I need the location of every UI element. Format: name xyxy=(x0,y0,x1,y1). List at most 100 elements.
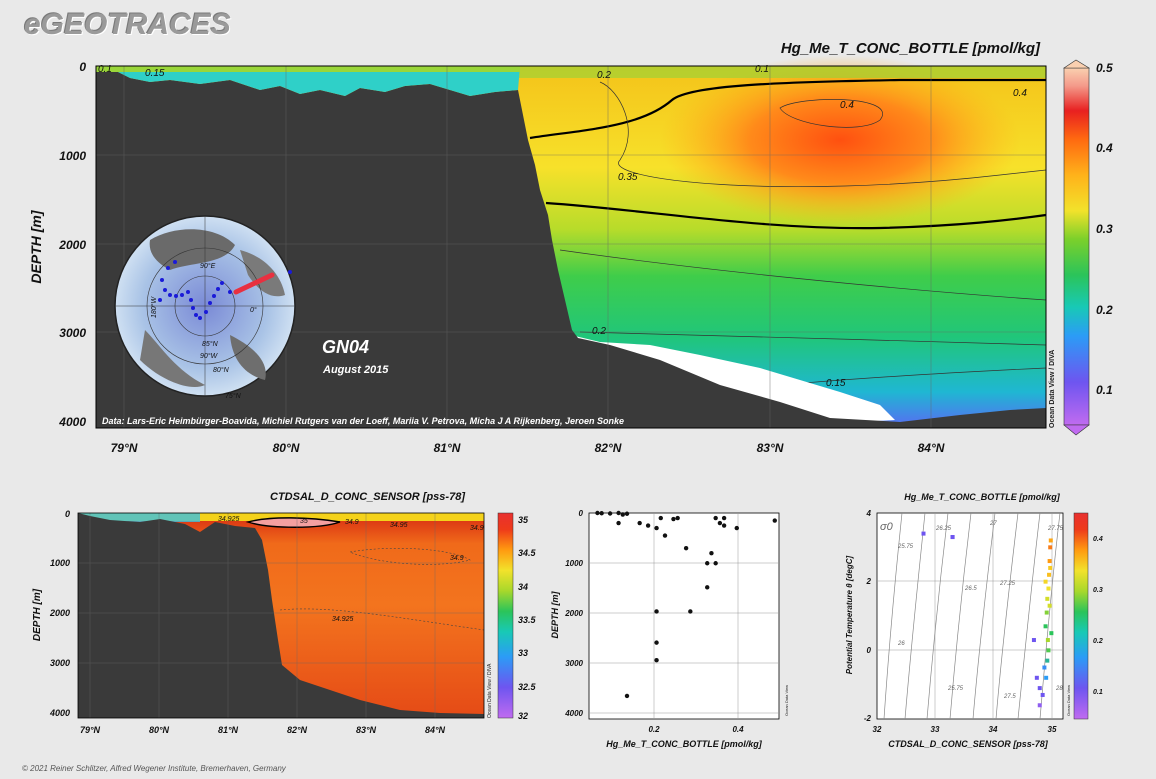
svg-text:DEPTH [m]: DEPTH [m] xyxy=(32,588,43,641)
ts-point-12 xyxy=(1047,559,1052,564)
svg-text:0.4: 0.4 xyxy=(840,100,854,111)
ts-point-23 xyxy=(1048,565,1053,570)
svg-text:2000: 2000 xyxy=(58,238,86,252)
profile-point-12 xyxy=(675,515,680,521)
data-credits: Data: Lars-Eric Heimbürger-Boavida, Mich… xyxy=(102,416,624,426)
ts-point-6 xyxy=(1040,692,1045,697)
svg-text:32.5: 32.5 xyxy=(518,682,537,692)
svg-text:0.1: 0.1 xyxy=(98,64,112,75)
profile-point-21 xyxy=(709,550,714,556)
ts-point-4 xyxy=(1034,675,1039,680)
ts-point-10 xyxy=(1046,586,1051,591)
svg-text:Ocean Data View / DIVA: Ocean Data View / DIVA xyxy=(487,663,493,718)
main-contour-labels: 0.1 0.15 0.2 0.1 0.4 0.4 0.35 0.2 0.15 xyxy=(98,64,1027,389)
ts-point-5 xyxy=(1037,686,1042,691)
salinity-colorbar: 35 34.5 34 33.5 33 32.5 32 xyxy=(497,512,537,721)
main-section-title: Hg_Me_T_CONC_BOTTLE [pmol/kg] xyxy=(781,40,1041,57)
svg-text:34.9: 34.9 xyxy=(470,525,484,532)
svg-text:0.1: 0.1 xyxy=(1093,689,1103,696)
profile-point-26 xyxy=(688,609,693,614)
svg-text:79°N: 79°N xyxy=(111,441,138,455)
svg-text:3000: 3000 xyxy=(59,326,86,340)
svg-text:33: 33 xyxy=(518,648,528,658)
copyright-footer: © 2021 Reiner Schlitzer, Alfred Wegener … xyxy=(22,764,286,773)
main-y-ticks: 0 1000 2000 3000 4000 xyxy=(58,60,86,429)
main-x-ticks: 79°N 80°N 81°N 82°N 83°N 84°N xyxy=(111,441,945,455)
svg-text:34.925: 34.925 xyxy=(218,516,240,523)
svg-text:0.2: 0.2 xyxy=(592,326,606,337)
svg-text:0: 0 xyxy=(79,60,86,74)
salinity-title: CTDSAL_D_CONC_SENSOR [pss-78] xyxy=(270,491,465,503)
ts-point-3 xyxy=(1031,638,1036,643)
svg-text:4000: 4000 xyxy=(49,708,70,718)
ts-point-7 xyxy=(1043,624,1048,629)
svg-text:32: 32 xyxy=(873,725,882,734)
salinity-35-contour xyxy=(245,517,341,528)
ts-point-13 xyxy=(1048,545,1053,550)
svg-text:0: 0 xyxy=(579,509,584,518)
profile-point-14 xyxy=(717,520,723,526)
high-concentration-core xyxy=(660,55,1020,225)
ts-point-16 xyxy=(1045,658,1050,663)
svg-text:35: 35 xyxy=(1048,725,1057,734)
svg-text:83°N: 83°N xyxy=(757,441,784,455)
svg-text:80°N: 80°N xyxy=(213,366,230,374)
svg-text:1000: 1000 xyxy=(50,558,70,568)
svg-text:1000: 1000 xyxy=(565,559,583,568)
svg-text:80°N: 80°N xyxy=(149,725,170,735)
svg-text:Hg_Me_T_CONC_BOTTLE [pmol/kg]: Hg_Me_T_CONC_BOTTLE [pmol/kg] xyxy=(904,492,1061,502)
svg-text:34: 34 xyxy=(518,582,528,592)
svg-text:3000: 3000 xyxy=(50,658,70,668)
svg-text:90°W: 90°W xyxy=(200,352,219,360)
svg-text:0.4: 0.4 xyxy=(1093,536,1103,543)
svg-text:90°E: 90°E xyxy=(200,262,216,270)
svg-text:27.5: 27.5 xyxy=(1003,694,1016,700)
svg-text:33.5: 33.5 xyxy=(518,615,537,625)
profile-point-0 xyxy=(595,510,600,516)
cruise-date: August 2015 xyxy=(322,364,389,376)
profile-point-19 xyxy=(662,533,668,538)
svg-text:32: 32 xyxy=(518,711,528,721)
svg-text:2000: 2000 xyxy=(564,609,583,618)
svg-text:0: 0 xyxy=(867,646,872,655)
svg-text:80°N: 80°N xyxy=(273,441,300,455)
svg-text:0.3: 0.3 xyxy=(1096,222,1113,236)
ts-point-8 xyxy=(1044,610,1049,615)
ts-point-22 xyxy=(1043,579,1048,584)
main-y-axis-label: DEPTH [m] xyxy=(28,209,44,283)
svg-text:34.5: 34.5 xyxy=(518,548,537,558)
profile-point-17 xyxy=(734,525,739,531)
svg-text:83°N: 83°N xyxy=(356,725,377,735)
ts-colorbar: 0.4 0.3 0.2 0.1 xyxy=(1073,512,1103,720)
svg-text:Hg_Me_T_CONC_BOTTLE [pmol/kg]: Hg_Me_T_CONC_BOTTLE [pmol/kg] xyxy=(606,739,763,749)
svg-text:34.95: 34.95 xyxy=(390,522,408,529)
svg-text:84°N: 84°N xyxy=(918,441,945,455)
svg-text:34.9: 34.9 xyxy=(450,555,464,562)
svg-text:85°N: 85°N xyxy=(202,340,219,348)
ts-point-18 xyxy=(1046,648,1051,653)
profile-panel: 0 1000 2000 3000 4000 0.2 0.4 Hg_Me_T_CO… xyxy=(550,509,789,749)
svg-text:4: 4 xyxy=(866,509,872,518)
contour-0.3-lower xyxy=(545,201,1047,230)
profile-point-11 xyxy=(671,516,676,522)
ts-points xyxy=(921,531,1054,708)
svg-text:0.3: 0.3 xyxy=(1093,587,1103,594)
svg-text:0.5: 0.5 xyxy=(1096,61,1113,75)
svg-text:0.4: 0.4 xyxy=(1096,141,1113,155)
svg-text:75°N: 75°N xyxy=(225,392,242,400)
ts-point-0 xyxy=(921,531,926,536)
ts-point-20 xyxy=(1042,665,1047,670)
ts-point-2 xyxy=(950,535,955,540)
main-section-panel: Hg_Me_T_CONC_BOTTLE [pmol/kg] 0.1 xyxy=(28,40,1113,455)
profile-point-8 xyxy=(645,523,651,528)
svg-text:79°N: 79°N xyxy=(80,725,101,735)
profile-point-15 xyxy=(721,515,727,521)
svg-text:0: 0 xyxy=(65,509,70,519)
svg-text:2: 2 xyxy=(866,577,872,586)
svg-text:4000: 4000 xyxy=(564,709,583,718)
svg-text:0.2: 0.2 xyxy=(597,70,611,81)
ts-point-9 xyxy=(1045,596,1050,601)
svg-text:0.35: 0.35 xyxy=(618,172,638,183)
svg-text:σ0: σ0 xyxy=(880,521,894,533)
ts-point-14 xyxy=(1048,538,1053,543)
